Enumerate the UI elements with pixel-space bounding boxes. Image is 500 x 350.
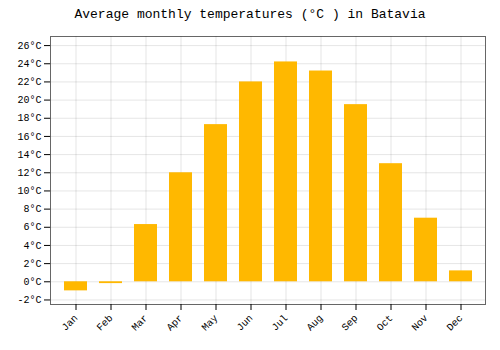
- svg-text:2°C: 2°C: [23, 259, 41, 270]
- html-text:Average monthly temperatures (: Average monthly temperatures (°C ) in Ba…: [74, 7, 426, 22]
- svg-text:Oct: Oct: [375, 313, 396, 334]
- svg-text:Apr: Apr: [165, 313, 186, 334]
- svg-text:Aug: Aug: [305, 313, 326, 334]
- svg-text:Mar: Mar: [130, 313, 151, 334]
- svg-text:Jan: Jan: [60, 313, 81, 334]
- svg-text:4°C: 4°C: [23, 241, 41, 252]
- svg-text:Dec: Dec: [445, 313, 466, 334]
- svg-text:Feb: Feb: [95, 313, 116, 334]
- svg-text:10°C: 10°C: [17, 186, 41, 197]
- svg-text:May: May: [200, 313, 221, 334]
- svg-text:Nov: Nov: [410, 313, 431, 334]
- svg-text:Jun: Jun: [235, 313, 256, 334]
- svg-text:24°C: 24°C: [17, 59, 41, 70]
- svg-text:26°C: 26°C: [17, 41, 41, 52]
- svg-text:6°C: 6°C: [23, 222, 41, 233]
- svg-text:18°C: 18°C: [17, 113, 41, 124]
- svg-text:Sep: Sep: [340, 313, 361, 334]
- svg-text:14°C: 14°C: [17, 150, 41, 161]
- svg-text:0°C: 0°C: [23, 277, 41, 288]
- svg-text:8°C: 8°C: [23, 204, 41, 215]
- svg-text:22°C: 22°C: [17, 77, 41, 88]
- svg-text:-2°C: -2°C: [17, 295, 41, 306]
- svg-text:12°C: 12°C: [17, 168, 41, 179]
- svg-text:Jul: Jul: [270, 313, 291, 334]
- svg-text:16°C: 16°C: [17, 132, 41, 143]
- svg-text:20°C: 20°C: [17, 95, 41, 106]
